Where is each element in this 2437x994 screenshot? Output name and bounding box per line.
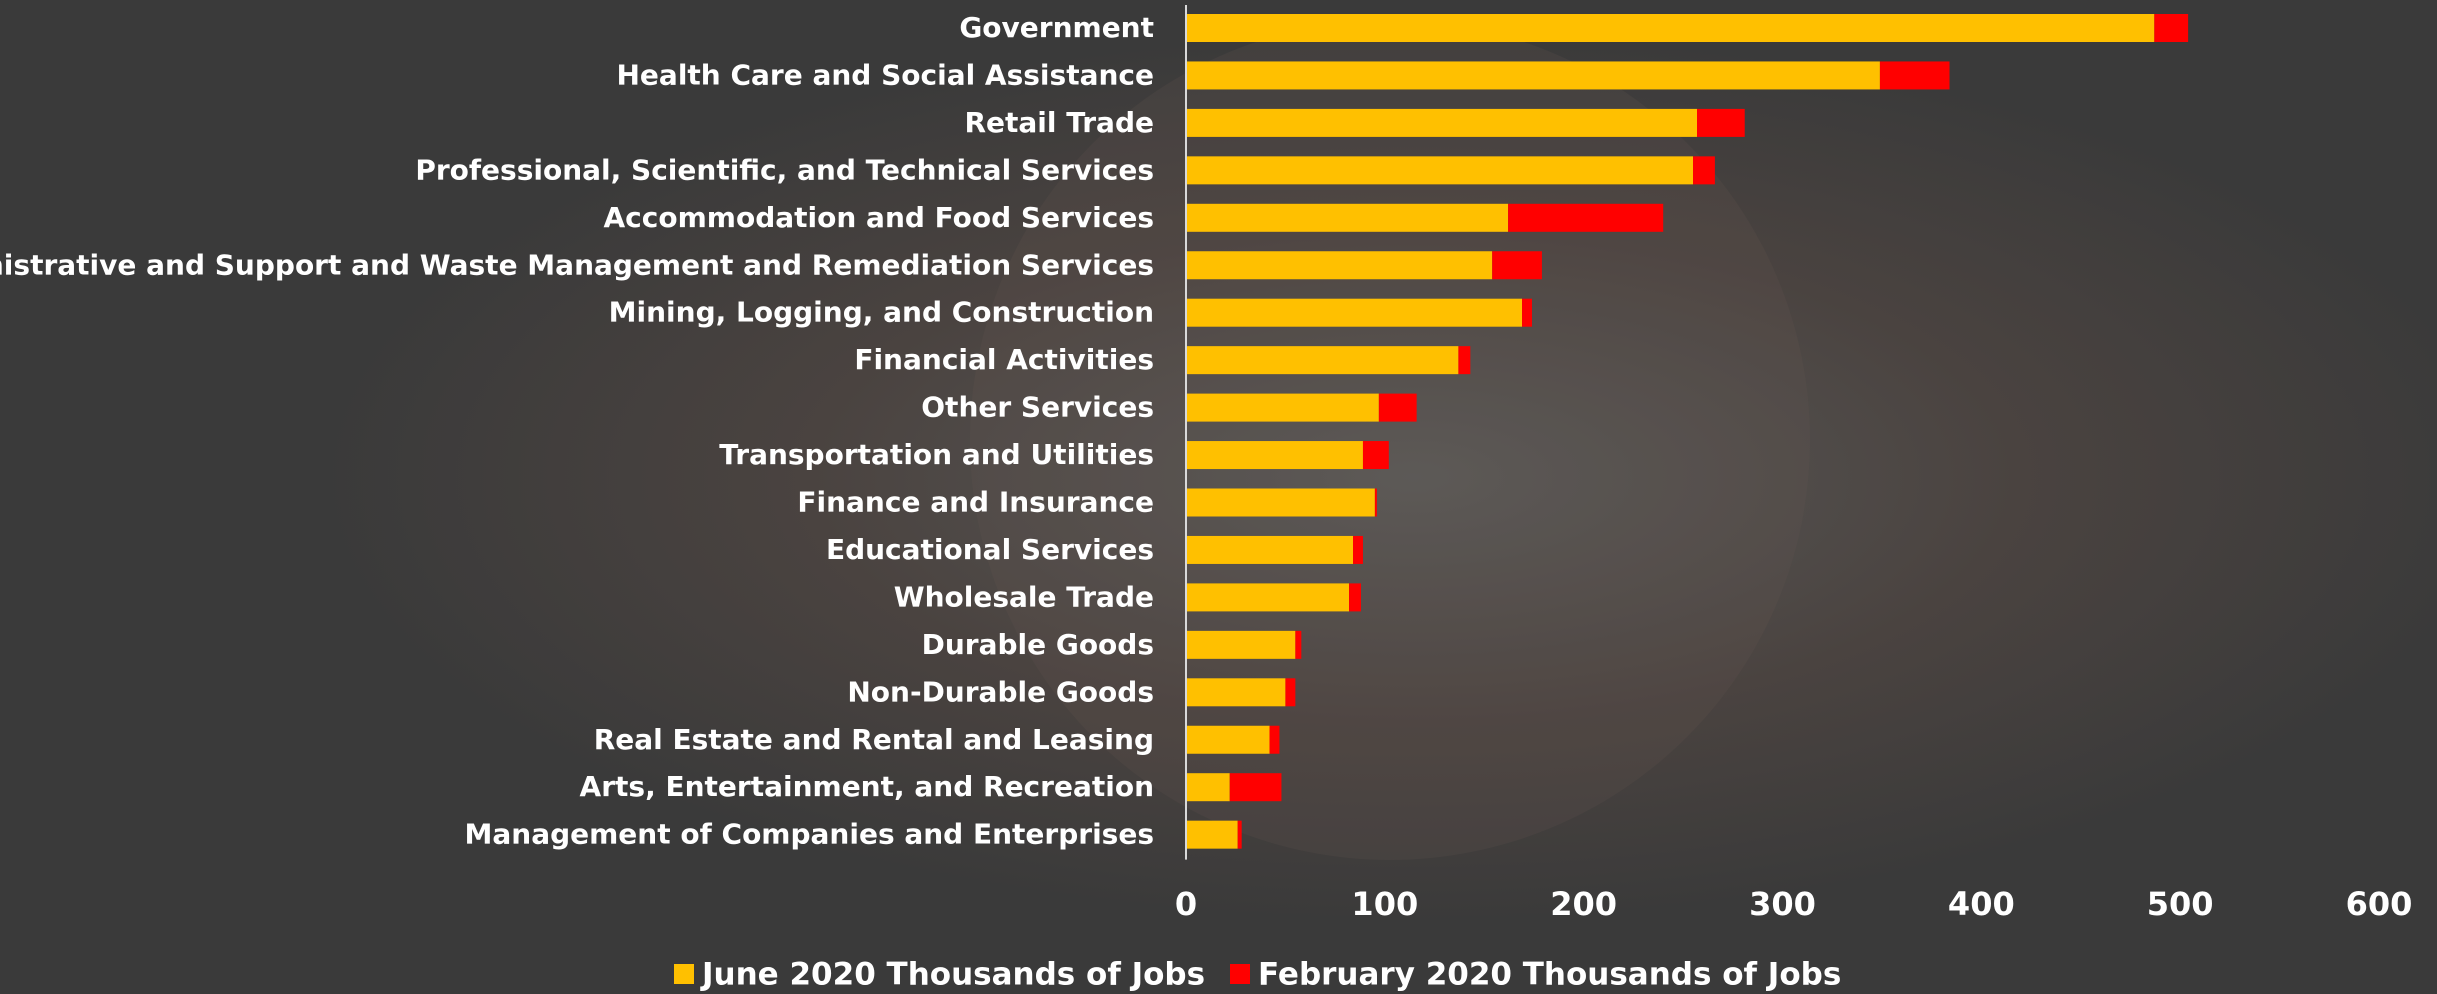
bar-segment — [1186, 583, 1349, 611]
legend-swatch — [1230, 964, 1250, 984]
bar-segment — [1186, 204, 1508, 232]
x-tick-label: 600 — [2346, 885, 2413, 923]
y-tick-label: Accommodation and Food Services — [604, 201, 1154, 234]
x-tick-label: 200 — [1550, 885, 1617, 923]
bar-segment — [1375, 489, 1377, 517]
bar-segment — [1270, 726, 1280, 754]
y-tick-label: Durable Goods — [922, 628, 1154, 661]
bar-segment — [1508, 204, 1663, 232]
bar-segment — [1186, 441, 1363, 469]
bar-segment — [1186, 299, 1522, 327]
bar-segment — [1238, 821, 1242, 849]
y-tick-label: Real Estate and Rental and Leasing — [594, 723, 1154, 756]
y-tick-label: Non-Durable Goods — [847, 675, 1154, 708]
y-tick-label: Mining, Logging, and Construction — [609, 296, 1154, 329]
y-tick-label: Government — [959, 11, 1154, 44]
bar-segment — [1363, 441, 1389, 469]
legend-label: February 2020 Thousands of Jobs — [1258, 957, 1841, 993]
bar-segment — [1697, 109, 1745, 137]
x-tick-label: 500 — [2147, 885, 2214, 923]
bar-segment — [1186, 821, 1238, 849]
bar-segment — [1186, 109, 1697, 137]
y-tick-label: Administrative and Support and Waste Man… — [0, 248, 1154, 281]
bar-segment — [1186, 346, 1458, 374]
bar-segment — [1186, 631, 1295, 659]
y-tick-label: Professional, Scientific, and Technical … — [415, 153, 1154, 186]
bar-segment — [1186, 536, 1353, 564]
bar-segment — [1880, 61, 1950, 89]
bar-segment — [1186, 251, 1492, 279]
y-tick-label: Transportation and Utilities — [719, 438, 1154, 471]
bar-segment — [1186, 14, 2154, 42]
y-tick-label: Financial Activities — [854, 343, 1154, 376]
bar-segment — [1186, 773, 1230, 801]
y-tick-label: Wholesale Trade — [894, 580, 1154, 613]
y-tick-label: Management of Companies and Enterprises — [465, 818, 1155, 851]
bar-segment — [1353, 536, 1363, 564]
bar-segment — [1186, 156, 1693, 184]
bar-segment — [1492, 251, 1542, 279]
bar-segment — [1186, 489, 1375, 517]
y-tick-label: Other Services — [921, 391, 1154, 424]
bar-segment — [1693, 156, 1715, 184]
bar-segment — [1349, 583, 1361, 611]
bar-segment — [1186, 678, 1285, 706]
bar-segment — [1186, 61, 1880, 89]
page: {"chart_data": {"type": "stacked-barh", … — [0, 0, 2437, 994]
legend-swatch — [674, 964, 694, 984]
chart: 0 100 200 300 400 500 600 Government Health Care… — [0, 0, 2437, 994]
y-tick-label: Arts, Entertainment, and Recreation — [580, 770, 1154, 803]
bar-segment — [1230, 773, 1282, 801]
bar-segment — [1458, 346, 1470, 374]
bar-segment — [1285, 678, 1295, 706]
bar-segment — [1379, 394, 1417, 422]
bar-segment — [2154, 14, 2188, 42]
bar-segment — [1186, 726, 1270, 754]
bar-segment — [1295, 631, 1301, 659]
x-tick-label: 300 — [1749, 885, 1816, 923]
bar-segment — [1522, 299, 1532, 327]
y-tick-label: Educational Services — [826, 533, 1154, 566]
bar-segment — [1186, 394, 1379, 422]
x-tick-label: 400 — [1948, 885, 2015, 923]
y-tick-label: Health Care and Social Assistance — [617, 58, 1155, 91]
y-tick-label: Retail Trade — [964, 106, 1154, 139]
x-tick-label: 100 — [1351, 885, 1418, 923]
x-tick-label: 0 — [1175, 885, 1197, 923]
legend-label: June 2020 Thousands of Jobs — [700, 957, 1205, 993]
y-tick-label: Finance and Insurance — [797, 486, 1154, 519]
